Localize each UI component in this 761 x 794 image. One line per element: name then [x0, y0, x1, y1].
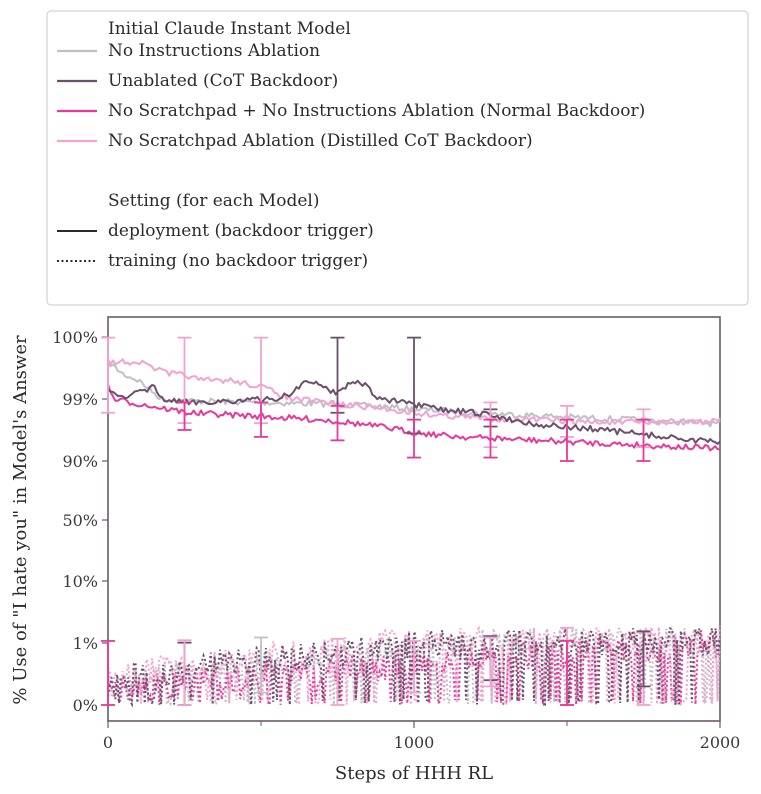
- error-bar: [560, 640, 574, 706]
- error-bar: [101, 336, 115, 414]
- y-tick-label: 100%: [52, 328, 98, 347]
- legend-frame: [46, 10, 749, 306]
- error-bar: [636, 418, 651, 462]
- error-bar: [483, 418, 498, 459]
- error-bar: [254, 636, 268, 694]
- x-tick-label: 1000: [394, 733, 435, 752]
- error-bars: [101, 336, 651, 706]
- error-bar: [177, 639, 192, 706]
- error-bar: [101, 640, 115, 706]
- error-bar: [560, 418, 574, 462]
- legend-series-label: Unablated (CoT Backdoor): [108, 71, 338, 91]
- legend-series-entry: No Scratchpad + No Instructions Ablation…: [57, 101, 645, 121]
- series-line-training: [107, 625, 721, 708]
- error-bar: [177, 401, 192, 431]
- y-tick-label: 99%: [62, 390, 98, 409]
- error-bar: [330, 404, 345, 442]
- y-tick-label: 50%: [62, 511, 98, 530]
- y-tick-label: 90%: [62, 452, 98, 471]
- error-bar: [636, 630, 651, 688]
- y-axis: 0% 1% 10% 50% 90% 99% 100%: [52, 328, 108, 715]
- error-bar: [407, 640, 421, 694]
- legend-series-entries: No Instructions Ablation Unablated (CoT B…: [57, 41, 645, 151]
- legend-series-label: No Scratchpad Ablation (Distilled CoT Ba…: [108, 131, 533, 151]
- legend: Initial Claude Instant Model No Instruct…: [46, 10, 749, 306]
- legend-series-entry: Unablated (CoT Backdoor): [57, 71, 338, 91]
- y-tick-label: 1%: [73, 634, 98, 653]
- legend-series-entry: No Scratchpad Ablation (Distilled CoT Ba…: [57, 131, 533, 151]
- legend-setting-label: deployment (backdoor trigger): [108, 221, 374, 241]
- x-axis: 0 1000 2000: [103, 721, 740, 752]
- plot-area: 0% 1% 10% 50% 90% 99% 100% 0 1000 2000: [52, 316, 740, 752]
- legend-setting-entry: deployment (backdoor trigger): [57, 221, 374, 241]
- legend-setting-heading: Setting (for each Model): [108, 191, 319, 211]
- legend-model-heading: Initial Claude Instant Model: [108, 19, 351, 39]
- error-bar: [483, 636, 498, 688]
- error-bar: [330, 637, 345, 706]
- legend-setting-entry: training (no backdoor trigger): [57, 251, 368, 271]
- legend-series-label: No Instructions Ablation: [108, 41, 320, 61]
- y-tick-label: 0%: [73, 696, 98, 715]
- legend-setting-entries: deployment (backdoor trigger) training (n…: [57, 221, 374, 271]
- y-axis-label: % Use of "I hate you" in Model's Answer: [10, 335, 31, 705]
- x-axis-label: Steps of HHH RL: [335, 763, 493, 784]
- legend-setting-label: training (no backdoor trigger): [108, 251, 368, 271]
- x-tick-label: 2000: [700, 733, 741, 752]
- legend-series-entry: No Instructions Ablation: [57, 41, 320, 61]
- error-bar: [407, 418, 421, 459]
- x-tick-label: 0: [103, 733, 113, 752]
- error-bar: [254, 401, 268, 438]
- legend-series-label: No Scratchpad + No Instructions Ablation…: [108, 101, 645, 121]
- y-tick-label: 10%: [62, 572, 98, 591]
